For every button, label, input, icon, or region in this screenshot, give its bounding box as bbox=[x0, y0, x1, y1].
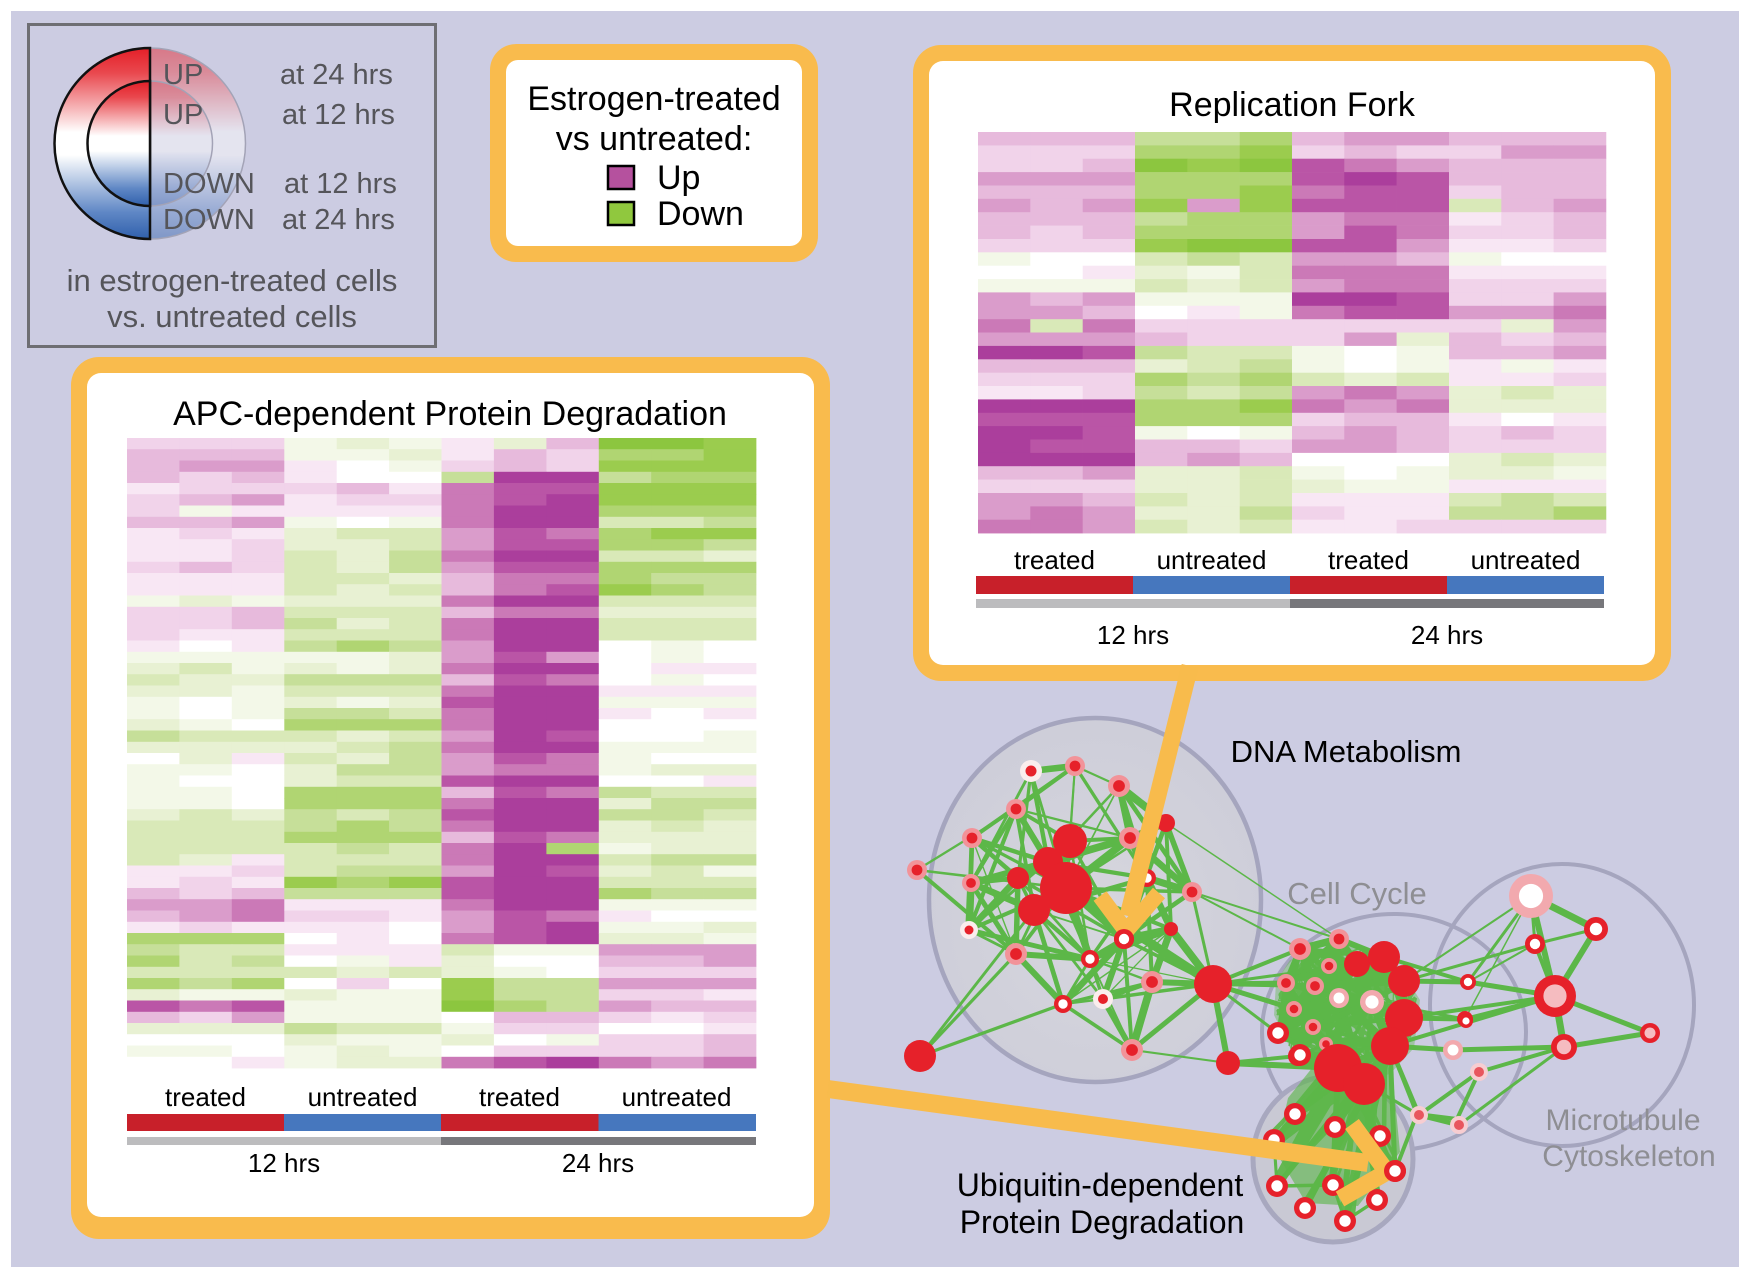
svg-text:treated: treated bbox=[479, 1082, 560, 1112]
svg-text:treated: treated bbox=[1328, 545, 1409, 575]
svg-text:12 hrs: 12 hrs bbox=[1097, 620, 1169, 650]
svg-text:12 hrs: 12 hrs bbox=[248, 1148, 320, 1178]
svg-text:Estrogen-treated: Estrogen-treated bbox=[527, 80, 780, 118]
svg-text:Cell Cycle: Cell Cycle bbox=[1287, 876, 1427, 911]
svg-text:Down: Down bbox=[657, 195, 744, 233]
svg-text:at 24 hrs: at 24 hrs bbox=[282, 204, 395, 236]
svg-text:Protein Degradation: Protein Degradation bbox=[960, 1204, 1245, 1240]
svg-text:treated: treated bbox=[165, 1082, 246, 1112]
svg-text:untreated: untreated bbox=[1471, 545, 1581, 575]
svg-text:Replication Fork: Replication Fork bbox=[1169, 86, 1416, 124]
svg-text:vs. untreated cells: vs. untreated cells bbox=[107, 299, 357, 334]
svg-text:vs untreated:: vs untreated: bbox=[556, 120, 753, 158]
svg-text:at 12 hrs: at 12 hrs bbox=[284, 168, 397, 200]
svg-text:UP: UP bbox=[163, 99, 203, 131]
svg-text:Cytoskeleton: Cytoskeleton bbox=[1542, 1140, 1715, 1173]
svg-text:UP: UP bbox=[163, 59, 203, 91]
svg-text:DOWN: DOWN bbox=[163, 204, 255, 236]
svg-text:untreated: untreated bbox=[1157, 545, 1267, 575]
svg-text:at 24 hrs: at 24 hrs bbox=[280, 59, 393, 91]
svg-text:Ubiquitin-dependent: Ubiquitin-dependent bbox=[957, 1167, 1244, 1203]
svg-text:at 12 hrs: at 12 hrs bbox=[282, 99, 395, 131]
svg-text:DNA Metabolism: DNA Metabolism bbox=[1231, 734, 1462, 769]
svg-text:24 hrs: 24 hrs bbox=[562, 1148, 634, 1178]
svg-text:DOWN: DOWN bbox=[163, 168, 255, 200]
svg-text:Up: Up bbox=[657, 159, 700, 197]
svg-text:Microtubule: Microtubule bbox=[1545, 1104, 1700, 1137]
svg-text:in estrogen-treated cells: in estrogen-treated cells bbox=[67, 263, 398, 298]
svg-text:24 hrs: 24 hrs bbox=[1411, 620, 1483, 650]
svg-text:untreated: untreated bbox=[622, 1082, 732, 1112]
svg-text:APC-dependent Protein Degradat: APC-dependent Protein Degradation bbox=[173, 395, 727, 433]
svg-text:treated: treated bbox=[1014, 545, 1095, 575]
svg-text:untreated: untreated bbox=[308, 1082, 418, 1112]
